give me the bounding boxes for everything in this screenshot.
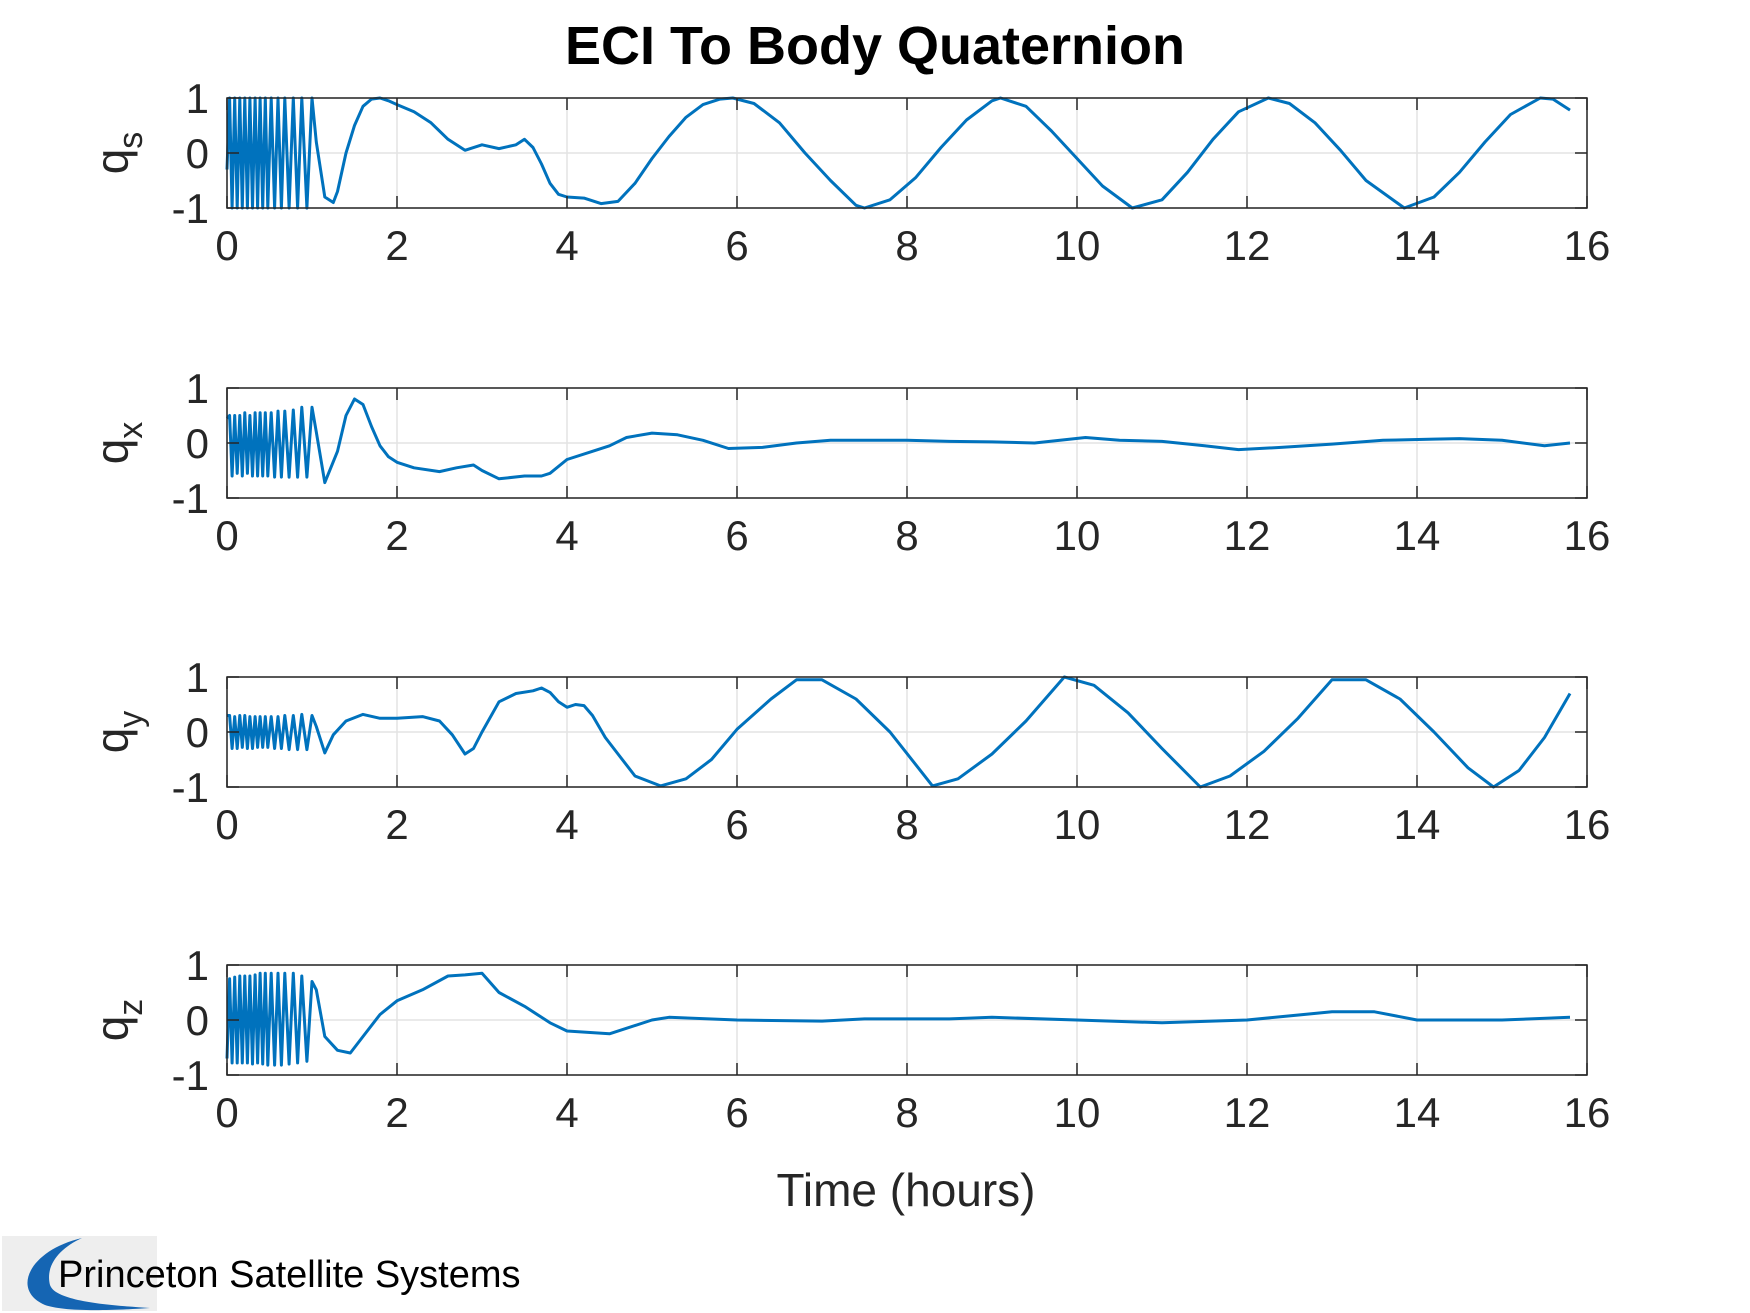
- x-tick-label: 4: [555, 512, 578, 559]
- y-tick-label: 0: [186, 709, 209, 756]
- x-tick-label: 0: [215, 1089, 238, 1136]
- y-axis-label-qy: qy: [86, 711, 150, 754]
- x-tick-label: 6: [725, 512, 748, 559]
- x-tick-label: 8: [895, 222, 918, 269]
- x-tick-label: 10: [1054, 1089, 1101, 1136]
- x-tick-label: 12: [1224, 512, 1271, 559]
- x-tick-label: 10: [1054, 801, 1101, 848]
- x-tick-label: 12: [1224, 1089, 1271, 1136]
- x-tick-label: 6: [725, 222, 748, 269]
- x-tick-label: 12: [1224, 222, 1271, 269]
- x-tick-label: 4: [555, 1089, 578, 1136]
- y-axis-label-qx: qx: [86, 422, 150, 465]
- x-tick-label: 14: [1394, 222, 1441, 269]
- x-tick-label: 8: [895, 1089, 918, 1136]
- x-tick-label: 16: [1564, 1089, 1611, 1136]
- x-tick-label: 0: [215, 801, 238, 848]
- x-tick-label: 2: [385, 1089, 408, 1136]
- y-tick-label: 0: [186, 130, 209, 177]
- series-line-qx: [225, 397, 1571, 485]
- x-tick-label: 16: [1564, 222, 1611, 269]
- x-tick-label: 4: [555, 801, 578, 848]
- x-tick-label: 2: [385, 801, 408, 848]
- x-tick-label: 16: [1564, 512, 1611, 559]
- x-tick-label: 8: [895, 801, 918, 848]
- y-tick-label: 1: [186, 365, 209, 412]
- y-tick-label: -1: [172, 764, 209, 811]
- y-axis-label-qs: qs: [86, 132, 150, 175]
- x-axis-label: Time (hours): [777, 1164, 1036, 1216]
- x-tick-label: 2: [385, 222, 408, 269]
- series-line-qy: [227, 675, 1572, 789]
- x-tick-label: 10: [1054, 222, 1101, 269]
- x-tick-label: 6: [725, 801, 748, 848]
- y-axis-label-qz: qz: [86, 999, 150, 1042]
- logo-background: [2, 1236, 157, 1311]
- y-tick-label: -1: [172, 475, 209, 522]
- x-tick-label: 4: [555, 222, 578, 269]
- chart-title: ECI To Body Quaternion: [565, 16, 1185, 76]
- y-tick-label: 1: [186, 75, 209, 122]
- x-tick-label: 8: [895, 512, 918, 559]
- x-tick-label: 14: [1394, 512, 1441, 559]
- series-line-qs: [225, 96, 1571, 210]
- y-tick-label: -1: [172, 185, 209, 232]
- x-tick-label: 10: [1054, 512, 1101, 559]
- x-tick-label: 6: [725, 1089, 748, 1136]
- x-tick-label: 0: [215, 512, 238, 559]
- y-tick-label: 0: [186, 997, 209, 1044]
- x-tick-label: 12: [1224, 801, 1271, 848]
- x-tick-label: 16: [1564, 801, 1611, 848]
- x-tick-label: 14: [1394, 801, 1441, 848]
- x-tick-label: 0: [215, 222, 238, 269]
- x-tick-label: 14: [1394, 1089, 1441, 1136]
- y-tick-label: 1: [186, 942, 209, 989]
- y-tick-label: 1: [186, 654, 209, 701]
- y-tick-label: 0: [186, 420, 209, 467]
- x-tick-label: 2: [385, 512, 408, 559]
- company-logo: Princeton Satellite Systems: [2, 1236, 521, 1311]
- series-line-qz: [225, 971, 1571, 1067]
- logo-text: Princeton Satellite Systems: [58, 1254, 521, 1296]
- y-tick-label: -1: [172, 1052, 209, 1099]
